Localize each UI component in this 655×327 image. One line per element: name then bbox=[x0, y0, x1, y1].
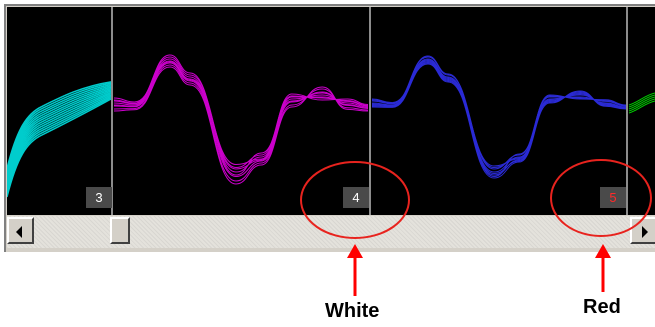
waveform-trace bbox=[628, 94, 655, 108]
waveform-trace bbox=[7, 86, 112, 178]
waveform-trace bbox=[7, 91, 112, 187]
waveform-channel-blue bbox=[371, 55, 627, 179]
waveform-trace bbox=[7, 93, 112, 189]
waveform-trace bbox=[113, 60, 369, 166]
callout-label-white: White bbox=[325, 300, 380, 322]
scroll-right-button[interactable] bbox=[630, 217, 655, 244]
waveform-trace bbox=[7, 83, 112, 173]
waveform-trace bbox=[7, 81, 112, 169]
waveform-trace bbox=[371, 61, 627, 176]
arrow-left-icon bbox=[16, 226, 22, 238]
waveform-trace bbox=[628, 92, 655, 106]
waveform-trace bbox=[371, 59, 627, 169]
waveform-trace bbox=[371, 60, 627, 167]
waveform-trace bbox=[7, 97, 112, 195]
callout-label-red: Red bbox=[583, 296, 621, 318]
waveform-trace bbox=[628, 96, 655, 110]
waveform-trace bbox=[7, 98, 112, 198]
waveform-trace bbox=[7, 87, 112, 180]
waveform-trace bbox=[113, 61, 369, 170]
waveform-trace bbox=[113, 54, 369, 176]
channel-number-badge-5: 5 bbox=[600, 187, 626, 208]
waveform-trace bbox=[113, 58, 369, 173]
waveform-trace bbox=[7, 94, 112, 191]
waveform-trace bbox=[371, 62, 627, 175]
waveform-channel-5 bbox=[628, 92, 655, 114]
waveform-canvas bbox=[7, 7, 655, 215]
waveform-trace bbox=[371, 58, 627, 173]
waveform-channel-4 bbox=[113, 54, 369, 185]
waveform-trace bbox=[7, 89, 112, 182]
scrollbar-thumb[interactable] bbox=[110, 217, 130, 244]
channel-number-badge-3: 3 bbox=[86, 187, 112, 208]
waveform-trace bbox=[7, 90, 112, 184]
waveform-trace bbox=[7, 85, 112, 176]
waveform-trace bbox=[113, 64, 369, 182]
waveform-trace bbox=[7, 95, 112, 193]
waveform-channel-3 bbox=[7, 81, 112, 198]
scroll-left-button[interactable] bbox=[7, 217, 34, 244]
channel-number-badge-4: 4 bbox=[343, 187, 369, 208]
waveform-trace bbox=[113, 56, 369, 169]
waveform-viewport: 3 4 5 bbox=[7, 7, 655, 215]
arrow-right-icon bbox=[642, 226, 648, 238]
waveform-trace bbox=[371, 55, 627, 178]
waveform-trace bbox=[628, 98, 655, 112]
waveform-trace bbox=[628, 100, 655, 114]
horizontal-scrollbar[interactable] bbox=[7, 216, 655, 248]
waveform-trace bbox=[7, 82, 112, 171]
waveform-trace bbox=[113, 66, 369, 185]
waveform-trace bbox=[371, 56, 627, 170]
